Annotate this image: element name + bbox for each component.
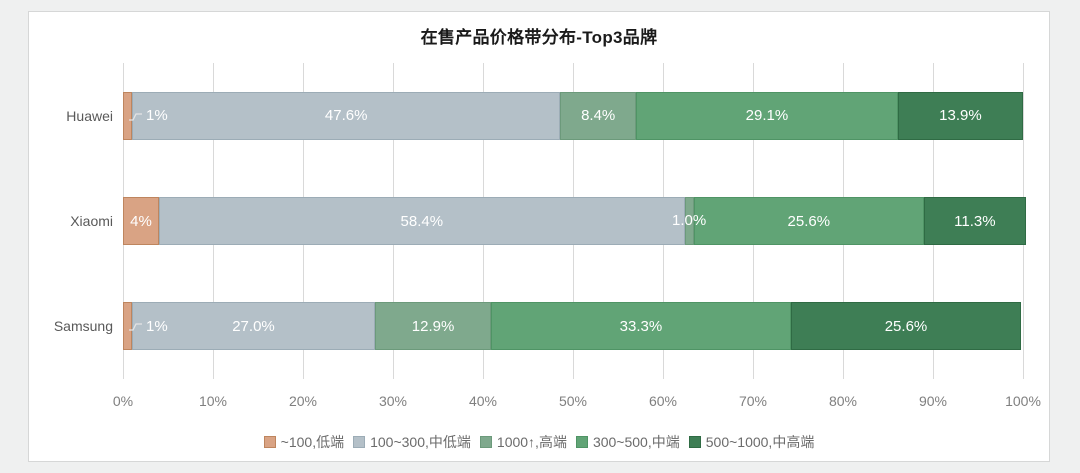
category-label: Samsung <box>53 318 113 335</box>
data-label: 58.4% <box>400 212 444 230</box>
bar-segment <box>123 302 132 351</box>
data-label-callout: 1% <box>128 92 168 140</box>
bar-segment: 29.1% <box>636 91 898 140</box>
data-label: 47.6% <box>324 107 368 125</box>
chart-title: 在售产品价格带分布-Top3品牌 <box>420 28 658 47</box>
legend-item: 1000↑,高端 <box>479 432 567 452</box>
x-axis-tick-label: 0% <box>112 393 134 409</box>
data-label: 1.0% <box>671 212 707 229</box>
plot-area: 1% 47.6% 8.4% 29.1% 13.9% 4% 58.4% 1.0% 25.6% 11.… <box>122 63 1026 379</box>
data-label: 27.0% <box>232 317 275 335</box>
chart-card: 在售产品价格带分布-Top3品牌 1% 47.6% 8.4% 29.1% 13.9% 4%… <box>28 11 1050 462</box>
legend-swatch <box>688 436 701 448</box>
data-label: 1% <box>146 107 168 125</box>
bar-segment: 11.3% <box>924 197 1026 245</box>
legend-item: 100~300,中低端 <box>353 432 471 452</box>
bar-segment: 13.9% <box>897 91 1023 140</box>
legend-swatch <box>353 436 366 448</box>
x-axis-tick-label: 80% <box>828 393 858 409</box>
category-label: Huawei <box>66 107 113 124</box>
x-axis-tick-label: 40% <box>468 393 498 409</box>
x-axis-tick-label: 60% <box>648 393 678 409</box>
legend-item: ~100,低端 <box>263 432 345 452</box>
bar-segment: 4% <box>123 197 159 245</box>
data-label-callout: 1% <box>128 302 168 350</box>
legend-swatch <box>479 436 492 448</box>
legend-item: 500~1000,中高端 <box>688 432 815 452</box>
bar-segment: 8.4% <box>560 91 636 140</box>
x-axis-tick-label: 50% <box>558 393 588 409</box>
data-label: 25.6% <box>787 212 831 230</box>
data-label: 4% <box>130 212 152 230</box>
legend-swatch <box>575 436 588 448</box>
bar-segment: 47.6% <box>132 91 561 140</box>
data-label: 33.3% <box>619 317 663 335</box>
legend-label: 1000↑,高端 <box>496 434 567 450</box>
legend-item: 300~500,中端 <box>575 432 680 452</box>
x-axis-tick-label: 100% <box>1005 393 1041 409</box>
x-axis-tick-label: 90% <box>918 393 948 409</box>
bar-segment: 25.6% <box>790 302 1022 351</box>
leader-line <box>129 113 142 121</box>
legend: ~100,低端 100~300,中低端 1000↑,高端 300~500,中端 500~… <box>29 432 1049 452</box>
leader-line <box>129 323 142 331</box>
data-label: 29.1% <box>745 107 789 125</box>
data-label: 11.3% <box>954 212 996 230</box>
category-label: Xiaomi <box>70 213 113 229</box>
data-label: 8.4% <box>581 107 616 125</box>
bar-segment: 58.4% <box>159 197 685 245</box>
data-label: 13.9% <box>939 107 982 125</box>
bar-segment: 12.9% <box>375 302 492 351</box>
legend-label: 100~300,中低端 <box>370 434 471 450</box>
data-label: 25.6% <box>884 317 928 335</box>
legend-label: ~100,低端 <box>280 434 345 450</box>
bar-segment: 25.6% <box>693 197 924 245</box>
bar-segment <box>684 197 694 245</box>
x-axis-tick-label: 30% <box>378 393 408 409</box>
bar-segment <box>123 91 132 140</box>
legend-label: 300~500,中端 <box>592 434 680 450</box>
legend-label: 500~1000,中高端 <box>705 434 815 450</box>
bar-segment: 33.3% <box>491 302 791 351</box>
x-axis-tick-label: 70% <box>738 393 768 409</box>
x-axis-tick-label: 10% <box>198 393 228 409</box>
data-label: 12.9% <box>411 317 455 335</box>
legend-swatch <box>263 436 276 448</box>
bar-segment: 27.0% <box>132 302 375 351</box>
x-axis-tick-label: 20% <box>288 393 318 409</box>
data-label: 1% <box>146 317 168 335</box>
